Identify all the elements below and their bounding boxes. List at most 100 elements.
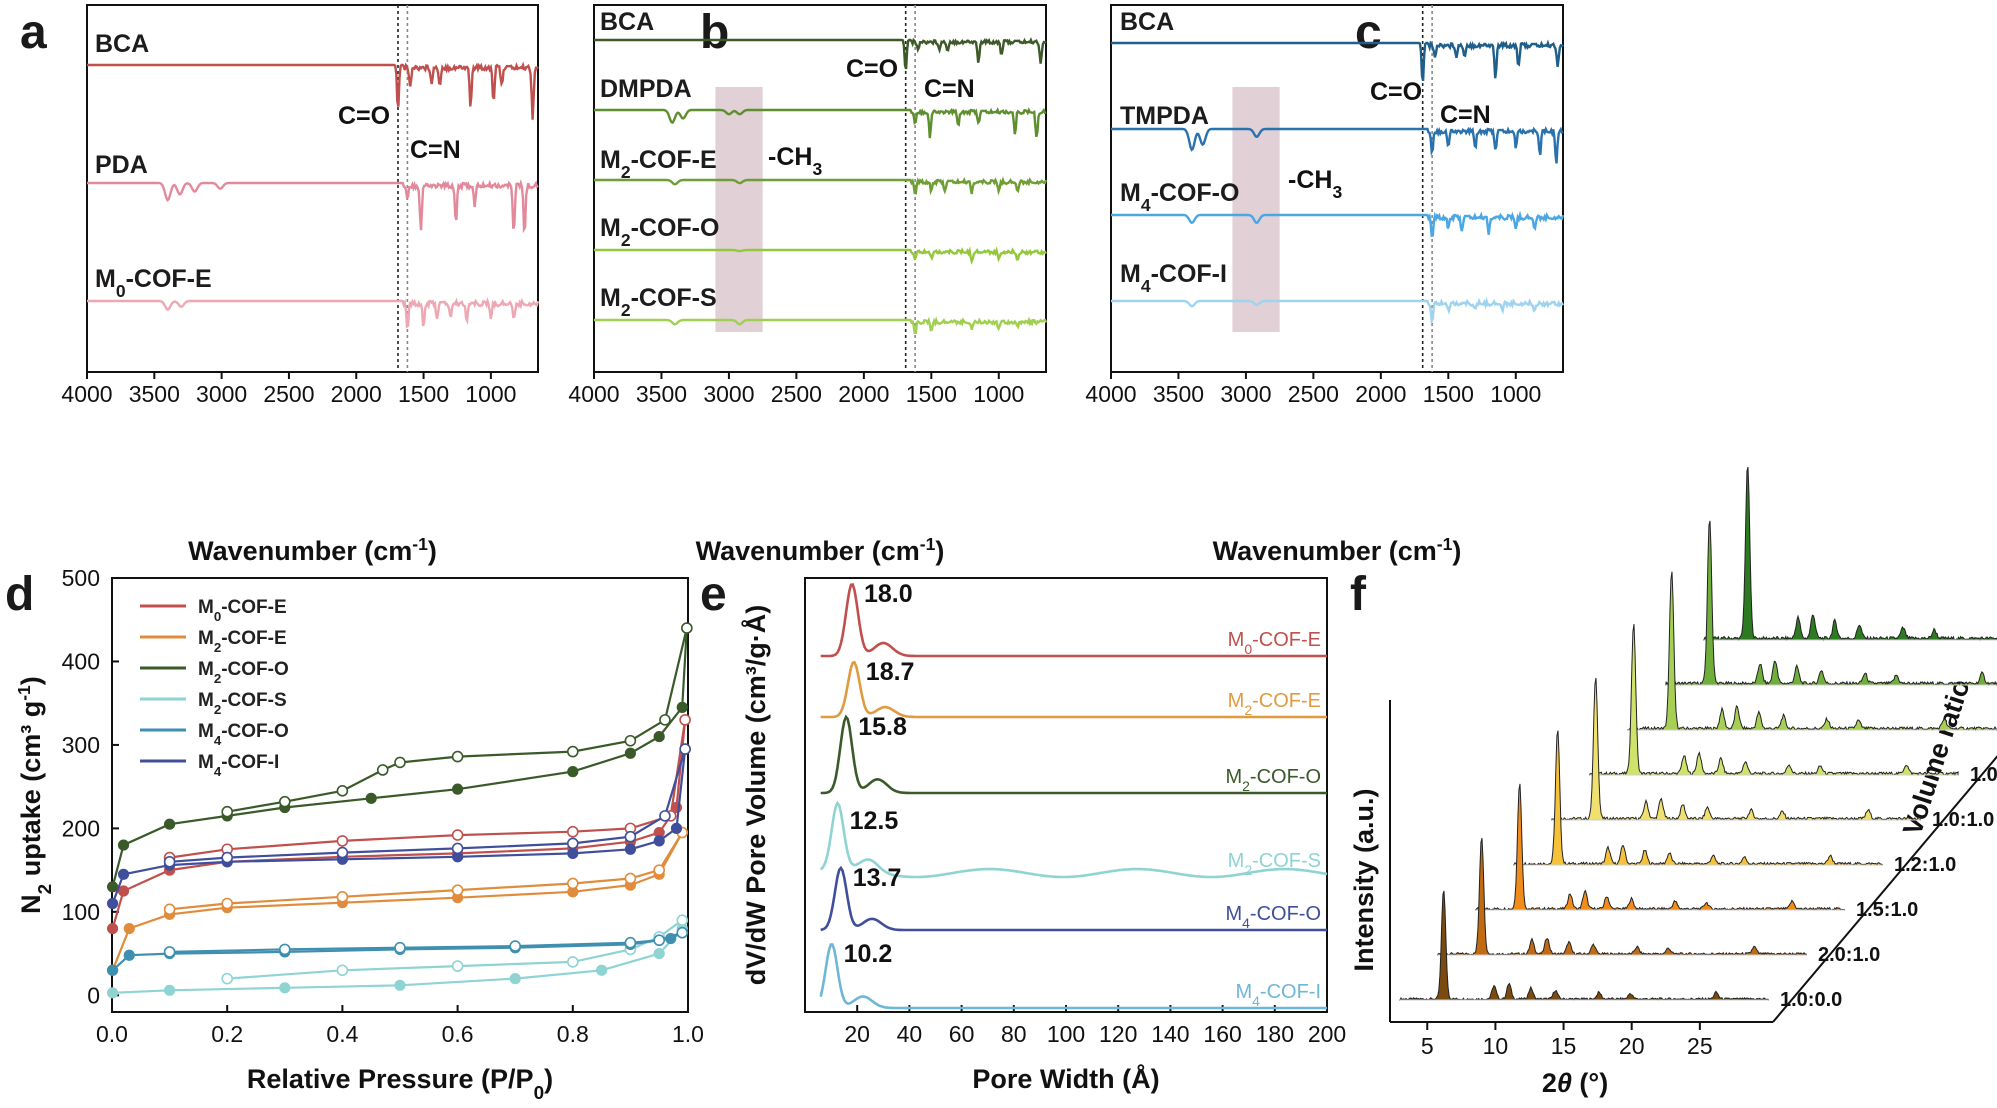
x-tick-label: 2000 [838, 381, 889, 407]
series-label-m4-cof-i: M4-COF-I [1120, 260, 1227, 296]
highlight-band [1232, 87, 1280, 332]
x-tick-label: 0.0 [96, 1021, 128, 1047]
ratio-label-1-0-0-0: 1.0:0.0 [1780, 989, 1842, 1011]
ratio-label-1-0-1-2: 1.0:1.2 [1970, 764, 1997, 786]
adsorption-point-m2-cof-s [106, 987, 119, 999]
x-tick-label: 1500 [906, 381, 957, 407]
adsorption-point-m4-cof-i [106, 897, 119, 910]
legend-label-m2-cof-o: M2-COF-O [198, 659, 289, 686]
x-tick-label: 15 [1551, 1033, 1577, 1059]
panel-label-f: f [1350, 568, 1367, 621]
desorption-point-m2-cof-s [451, 960, 464, 972]
adsorption-point-m0-cof-e [117, 885, 130, 897]
x-tick-label: 140 [1151, 1021, 1189, 1047]
x-tick-label: 20 [844, 1021, 870, 1047]
annotation-ch3: -CH3 [768, 143, 822, 179]
desorption-point-m2-cof-e [451, 884, 464, 896]
x-tick-label: 0.4 [326, 1021, 358, 1047]
legend-label-m4-cof-o: M4-COF-O [198, 721, 289, 748]
x-tick-label: 3000 [196, 381, 247, 407]
plot-frame [1110, 4, 1564, 373]
desorption-point-m2-cof-e [624, 872, 637, 885]
adsorption-point-m2-cof-o [567, 766, 579, 778]
y-axis-label: dV/dW Pore Volume (cm³/g·Å) [740, 605, 771, 986]
series-label-pda: PDA [95, 151, 148, 179]
ratio-label-1-5-1-0: 1.5:1.0 [1856, 899, 1918, 921]
x-tick-label: 1500 [398, 381, 449, 407]
desorption-point-m2-cof-s [221, 972, 233, 985]
desorption-point-m4-cof-i [163, 855, 176, 868]
peak-label-m2-cof-o: 15.8 [858, 713, 907, 741]
x-tick-label: 4000 [1085, 381, 1136, 407]
annotation-c-o: C=O [846, 55, 898, 83]
adsorption-point-m2-cof-s [394, 979, 406, 991]
desorption-point-m2-cof-o [566, 745, 579, 758]
adsorption-point-m4-cof-i [567, 847, 579, 860]
panel-c: c BCA TMPDA M4-COF-O M4-COF-I C=O C=N -CH3 4000… [1085, 4, 1565, 566]
desorption-point-m4-cof-o [676, 926, 689, 939]
psd-line-m0-cof-e [820, 582, 1327, 658]
adsorption-point-m2-cof-o [365, 792, 377, 804]
panel-d: d 0.0 0.2 0.4 0.6 0.8 1.0 0 100 200 300 400 500 Rela… [5, 565, 704, 1104]
series-label-m4-cof-i: M4-COF-I [1235, 981, 1321, 1009]
x-tick-label: 20 [1619, 1033, 1645, 1059]
adsorption-point-m2-cof-o [676, 701, 688, 713]
adsorption-point-m2-cof-e [123, 922, 135, 935]
y-tick-label: 100 [62, 899, 100, 925]
plot-frame [111, 577, 689, 1013]
pxrd-pattern-1-2-1-0 [1513, 730, 1883, 867]
pxrd-pattern-1-0-1-2 [1589, 624, 1959, 777]
panel-a: a BCA PDA M0-COF-E C=O C=N 4000 3500 3000 2500 20… [20, 4, 540, 566]
x-tick-label: 0.2 [211, 1021, 243, 1047]
z-axis-line [1772, 755, 1997, 1023]
x-tick-label: 120 [1099, 1021, 1137, 1047]
y-axis-label: N2 uptake (cm³ g-1) [14, 676, 56, 914]
adsorption-point-m4-cof-o [106, 964, 119, 976]
spectrum-line-bca [1111, 39, 1564, 82]
spectrum-line-m2-cof-e [594, 176, 1048, 196]
legend-label-m2-cof-e: M2-COF-E [198, 628, 287, 655]
panel-e: e 20 40 60 80 100 120 140 160 180 200 Pore Width (… [700, 568, 1346, 1094]
series-label-dmpda: DMPDA [600, 75, 692, 103]
spectrum-line-m2-cof-s [594, 316, 1048, 334]
adsorption-line-m2-cof-e [111, 832, 684, 971]
x-tick-label: 1500 [1423, 381, 1474, 407]
x-tick-label: 80 [1001, 1021, 1027, 1047]
x-tick-label: 2500 [771, 381, 822, 407]
peak-label-m2-cof-s: 12.5 [850, 807, 899, 835]
desorption-point-m4-cof-o [624, 936, 637, 949]
panel-label-a: a [20, 6, 47, 59]
x-tick-label: 180 [1256, 1021, 1294, 1047]
adsorption-point-m4-cof-o [123, 949, 135, 961]
x-tick-label: 3500 [636, 381, 687, 407]
y-axis-label: Intensity (a.u.) [1349, 788, 1379, 971]
series-label-m0-cof-e: M0-COF-E [95, 265, 212, 301]
adsorption-point-m2-cof-o [452, 783, 464, 795]
desorption-point-m4-cof-o [278, 943, 291, 956]
x-tick-label: 40 [897, 1021, 923, 1047]
adsorption-point-m0-cof-e [106, 922, 119, 935]
legend-label-m0-cof-e: M0-COF-E [198, 597, 287, 624]
x-tick-label: 160 [1203, 1021, 1241, 1047]
peak-label-m2-cof-e: 18.7 [866, 658, 915, 686]
desorption-point-m4-cof-i [679, 743, 691, 755]
legend-label-m2-cof-s: M2-COF-S [198, 690, 287, 717]
adsorption-point-m2-cof-o [624, 747, 637, 759]
spectrum-line-pda [87, 178, 539, 234]
series-label-bca: BCA [95, 30, 149, 58]
panel-b: b BCA DMPDA M2-COF-E M2-COF-O M2-COF-S C=O C=N… [568, 4, 1048, 566]
pxrd-pattern-1-5-1-0 [1475, 783, 1845, 911]
plot-frame [86, 4, 539, 373]
adsorption-point-m2-cof-s [653, 947, 665, 960]
desorption-point-m2-cof-o [336, 785, 349, 797]
adsorption-point-m4-cof-i [117, 868, 130, 880]
peak-label-m4-cof-i: 10.2 [844, 940, 893, 968]
desorption-point-m4-cof-o [394, 941, 406, 954]
adsorption-point-m2-cof-s [595, 964, 608, 976]
pxrd-pattern-0-0-1-0 [1703, 466, 1997, 642]
adsorption-point-m2-cof-o [164, 818, 176, 830]
series-label-m2-cof-o: M2-COF-O [1225, 766, 1321, 794]
x-axis-label: Wavenumber (cm-1) [188, 534, 437, 566]
desorption-point-m2-cof-o [278, 795, 291, 808]
x-tick-label: 1000 [1490, 381, 1541, 407]
